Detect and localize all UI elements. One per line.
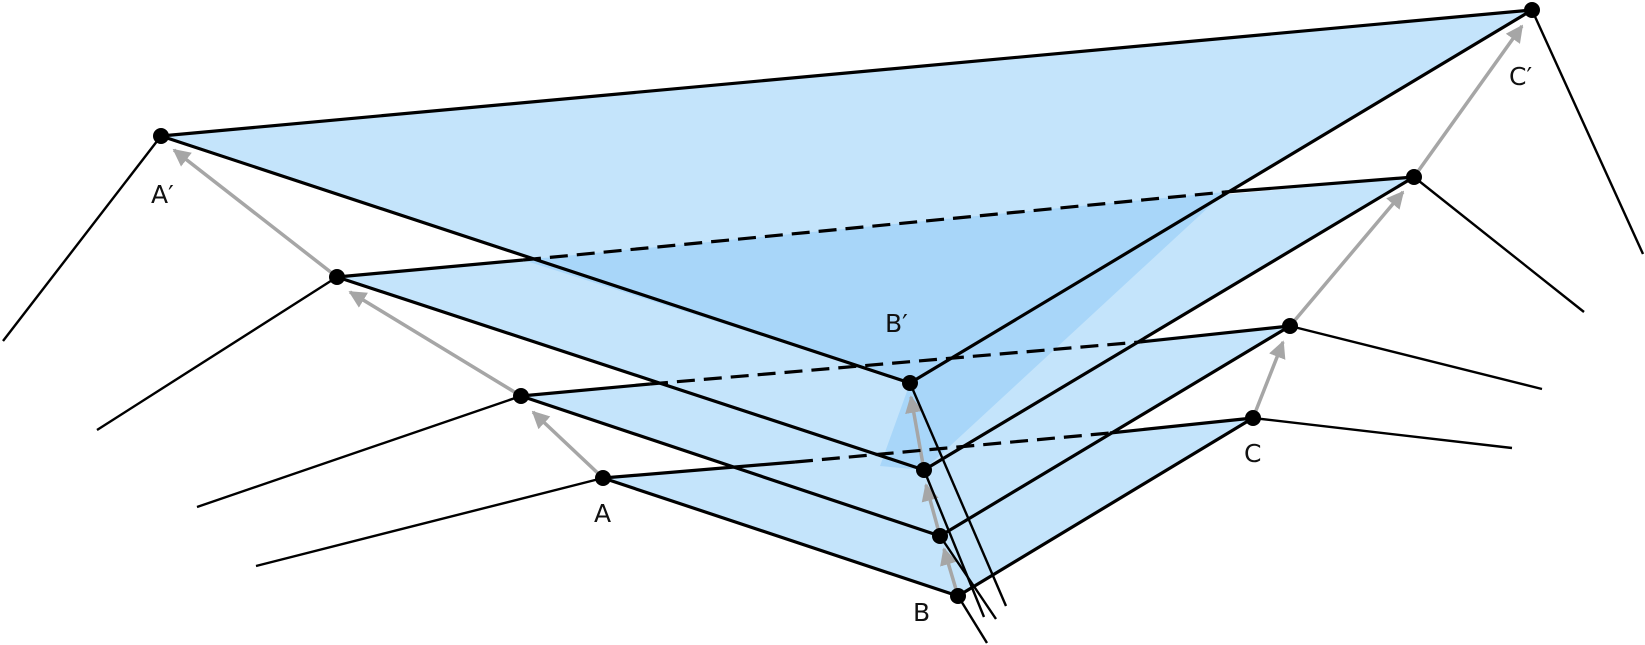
label-a: A [594, 499, 611, 528]
edge-ac-prime [160, 8, 1533, 138]
triangle-edges [160, 8, 1533, 598]
vertex-a-prime [153, 128, 169, 144]
vertices [153, 2, 1540, 604]
edge-ac-1-solid-right [1109, 416, 1254, 435]
vertex-b-3 [916, 462, 932, 478]
edge-ac-2-dashed [649, 340, 1141, 386]
ray-a-prime [2, 135, 162, 342]
arrow-b-1 [940, 547, 960, 597]
motion-arrows [172, 24, 1524, 597]
edge-ab-3 [336, 275, 925, 472]
arrow-c-3 [1412, 24, 1524, 179]
ray-b-prime [908, 382, 1008, 607]
edge-ab-1 [602, 476, 959, 598]
vertex-labels: A B C A′ B′ C′ [151, 62, 1532, 627]
edge-ac-1-solid [602, 460, 796, 480]
vertex-a-2 [513, 388, 529, 404]
edge-bc-prime [909, 8, 1533, 385]
ray-c-1 [1252, 416, 1513, 450]
ray-c-prime [1530, 9, 1645, 255]
vertex-a [595, 470, 611, 486]
vertex-c-2 [1282, 318, 1298, 334]
label-c-prime: C′ [1509, 62, 1532, 91]
edge-ac-2-solid-right [1139, 324, 1291, 344]
vertex-b-2 [932, 528, 948, 544]
edge-ac-3-solid-right [1224, 175, 1415, 194]
vertex-a-3 [329, 269, 345, 285]
arrow-a-2 [348, 290, 522, 398]
ray-a-3 [96, 275, 338, 432]
vertex-c [1245, 410, 1261, 426]
triangle-face-prime [161, 10, 1532, 383]
ray-c-3 [1413, 176, 1585, 313]
edge-ac-3-solid [336, 258, 524, 279]
label-b: B [913, 598, 930, 627]
edge-bc-1 [957, 416, 1254, 598]
arrow-b-2 [921, 483, 942, 537]
vertex-b [950, 588, 966, 604]
ray-a-1 [255, 476, 604, 568]
edge-ac-3-dashed [522, 190, 1226, 262]
vertex-b-prime [902, 375, 918, 391]
label-b-prime: B′ [885, 309, 908, 338]
label-c: C [1244, 439, 1261, 468]
ray-b-3 [922, 469, 986, 618]
label-a-prime: A′ [151, 180, 174, 209]
edge-bc-3 [923, 175, 1415, 472]
edge-ab-prime [160, 134, 911, 385]
arrow-b-3 [905, 395, 926, 471]
vertex-c-prime [1524, 2, 1540, 18]
ray-a-2 [196, 394, 522, 509]
extension-rays [2, 9, 1645, 644]
ray-c-2 [1289, 324, 1543, 391]
edge-ab-2 [520, 394, 941, 538]
arrow-a-3 [172, 148, 339, 279]
arrow-c-1 [1251, 340, 1286, 419]
arrow-a-1 [531, 410, 605, 480]
edge-bc-2 [939, 324, 1291, 538]
ray-b-1 [956, 595, 989, 644]
overlap-region [523, 192, 1225, 470]
edge-ac-2-solid [520, 382, 651, 398]
vertex-c-3 [1406, 169, 1422, 185]
arrow-c-2 [1288, 190, 1405, 328]
